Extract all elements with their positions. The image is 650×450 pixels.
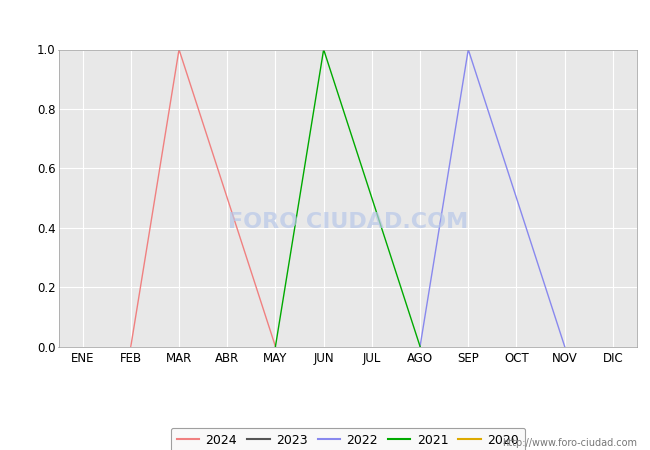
Text: http://www.foro-ciudad.com: http://www.foro-ciudad.com	[502, 438, 637, 448]
Text: Matriculaciones de Vehiculos en Ayuela: Matriculaciones de Vehiculos en Ayuela	[148, 14, 502, 33]
Legend: 2024, 2023, 2022, 2021, 2020: 2024, 2023, 2022, 2021, 2020	[170, 428, 525, 450]
Text: FORO CIUDAD.COM: FORO CIUDAD.COM	[227, 212, 468, 232]
